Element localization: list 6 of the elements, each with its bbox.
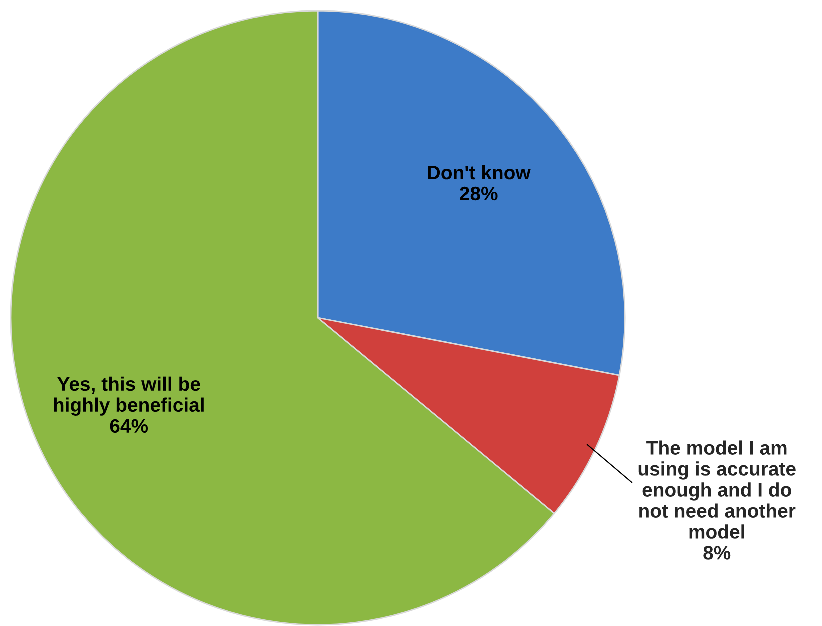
- slice-label: The model I am using is accurate enough and I do not need another model: [638, 440, 796, 539]
- data-label: 64%: [110, 419, 148, 434]
- data-label: 8%: [704, 546, 731, 560]
- data-label: 28%: [460, 186, 498, 201]
- slice-label: Don't know: [428, 165, 531, 180]
- slice-label: Yes, this will be highly beneficial: [54, 376, 204, 416]
